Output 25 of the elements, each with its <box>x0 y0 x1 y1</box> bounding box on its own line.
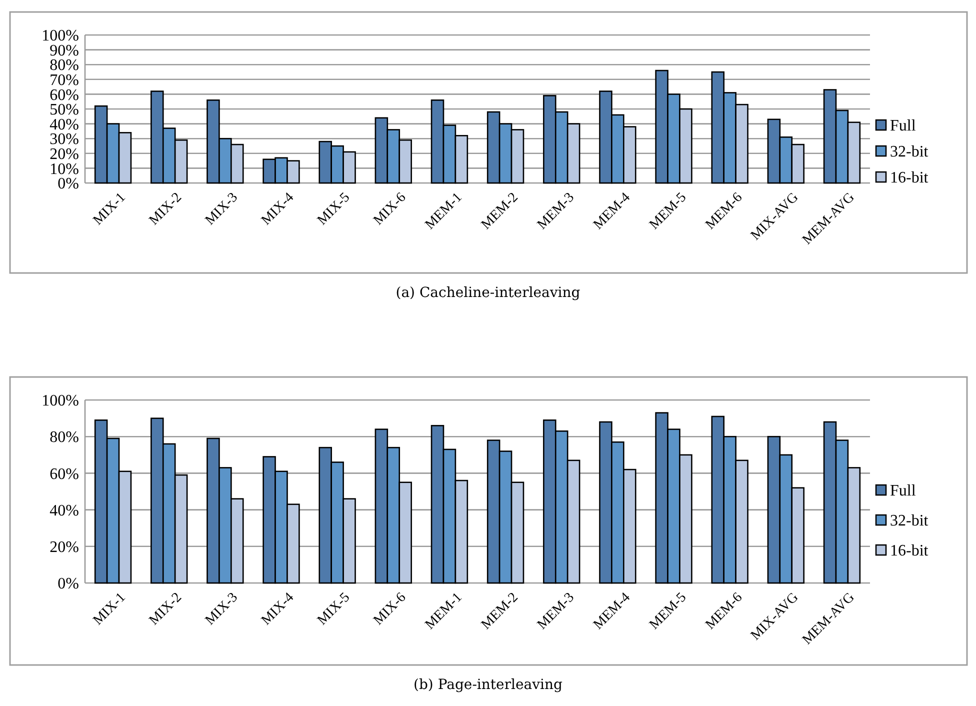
y-tick-label: 20% <box>50 539 79 556</box>
y-tick-label: 20% <box>50 146 79 163</box>
y-tick-label: 80% <box>50 429 79 446</box>
legend-label: 32-bit <box>890 144 929 161</box>
y-tick-label: 40% <box>50 502 79 520</box>
y-tick-label: 100% <box>42 28 79 45</box>
y-tick-label: 30% <box>50 131 79 148</box>
y-tick-label: 0% <box>58 576 79 593</box>
text: (a) Cacheline-interleaving <box>396 285 580 301</box>
y-tick-label: 50% <box>50 102 79 119</box>
y-tick-label: 0% <box>58 176 79 193</box>
y-tick-label: 60% <box>50 466 79 483</box>
y-tick-label: 40% <box>50 116 79 134</box>
y-tick-label: 10% <box>50 160 79 178</box>
legend-label: Full <box>890 118 916 135</box>
legend-label: Full <box>890 482 916 500</box>
legend-label: 16-bit <box>890 170 929 187</box>
text: (b) Page-interleaving <box>413 677 563 693</box>
legend-label: 32-bit <box>890 512 929 530</box>
y-tick-label: 90% <box>50 42 79 60</box>
y-tick-label: 100% <box>42 392 79 410</box>
y-tick-label: 60% <box>50 86 79 104</box>
y-tick-label: 80% <box>50 57 79 74</box>
legend-label: 16-bit <box>890 542 929 560</box>
y-tick-label: 70% <box>50 72 79 89</box>
